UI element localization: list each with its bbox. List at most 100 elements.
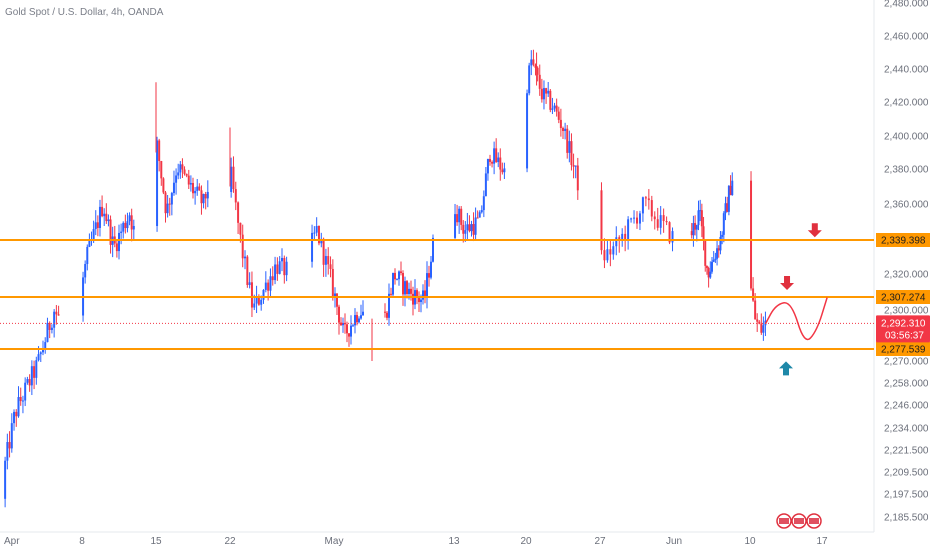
candle — [396, 278, 398, 281]
candle — [348, 333, 350, 347]
candle — [283, 255, 286, 284]
candle — [644, 195, 647, 207]
candle — [86, 244, 89, 271]
candle — [160, 160, 163, 186]
candle — [545, 87, 548, 104]
level-price-tag-label: 2,307.274 — [881, 293, 926, 304]
candle — [230, 157, 233, 198]
candle — [350, 315, 352, 345]
candle — [269, 268, 272, 298]
candle — [722, 211, 725, 243]
arrow-up-icon[interactable] — [779, 361, 793, 376]
candle — [317, 225, 320, 246]
arrow-down-icon[interactable] — [780, 276, 795, 291]
projection-curve[interactable] — [764, 297, 828, 341]
candle — [760, 313, 763, 335]
candle — [384, 303, 386, 318]
candle — [528, 62, 531, 96]
candle — [700, 203, 703, 238]
candle — [264, 271, 267, 293]
candle — [724, 196, 727, 221]
candle — [564, 122, 567, 140]
candle — [653, 211, 656, 230]
candle — [493, 141, 496, 175]
candle — [424, 280, 426, 304]
candle — [665, 216, 668, 226]
candle — [542, 80, 545, 110]
levels-group — [0, 239, 874, 350]
candle — [44, 337, 47, 354]
candle — [638, 210, 641, 231]
candle — [324, 248, 327, 277]
candle — [234, 181, 237, 211]
candle — [538, 64, 541, 96]
candle — [503, 162, 506, 180]
candle — [202, 193, 205, 209]
candle — [168, 197, 171, 216]
candle — [311, 224, 314, 268]
candle — [187, 169, 190, 190]
candle — [566, 125, 569, 159]
candle — [630, 217, 633, 223]
candle — [762, 316, 765, 341]
arrow-down-icon[interactable] — [807, 223, 822, 238]
y-tick-label: 2,197.500 — [884, 490, 929, 501]
candle — [35, 356, 38, 385]
candle — [33, 360, 36, 390]
candle — [612, 241, 615, 260]
y-tick-label: 2,420.000 — [884, 98, 929, 109]
candle — [426, 261, 428, 309]
y-tick-label: 2,270.000 — [884, 357, 929, 368]
candle — [354, 308, 356, 334]
x-tick-label: 20 — [520, 536, 532, 547]
candle — [727, 184, 730, 216]
candle — [428, 265, 430, 287]
y-tick-label: 2,234.000 — [884, 424, 929, 435]
x-tick-label: 27 — [594, 536, 606, 547]
candle — [109, 215, 112, 254]
candle — [10, 413, 13, 453]
candle — [559, 108, 562, 137]
candle — [699, 199, 702, 222]
current-price-label: 2,292.310 — [881, 318, 926, 329]
candle — [603, 238, 606, 269]
candle — [327, 247, 330, 275]
candle — [107, 214, 110, 227]
candle — [618, 235, 621, 253]
current-price-tag — [876, 315, 930, 343]
price-scale-background — [874, 0, 932, 532]
candle — [162, 177, 165, 195]
candle — [96, 215, 99, 237]
candle — [124, 214, 127, 234]
candle — [697, 200, 700, 231]
candle — [717, 245, 720, 258]
x-tick-label: 15 — [150, 536, 162, 547]
candle — [271, 266, 274, 286]
candles-group — [4, 49, 767, 508]
candle — [721, 231, 724, 245]
candle — [204, 191, 207, 210]
candle — [260, 295, 263, 311]
y-tick-label: 2,320.000 — [884, 270, 929, 281]
candle — [346, 321, 348, 343]
candle — [24, 377, 27, 407]
candle — [636, 211, 638, 229]
candle — [179, 161, 182, 179]
candle — [352, 323, 354, 327]
candle — [84, 260, 87, 284]
candle — [122, 221, 125, 239]
candle — [729, 175, 732, 196]
candle — [237, 201, 240, 234]
candle — [46, 317, 49, 343]
candle — [342, 317, 344, 333]
candle — [562, 126, 564, 139]
candle — [101, 195, 104, 218]
candle — [476, 210, 479, 219]
y-tick-label: 2,209.500 — [884, 468, 929, 479]
candle — [470, 220, 473, 237]
event-flags[interactable] — [776, 513, 822, 529]
candle — [255, 285, 258, 314]
candle — [705, 265, 708, 275]
